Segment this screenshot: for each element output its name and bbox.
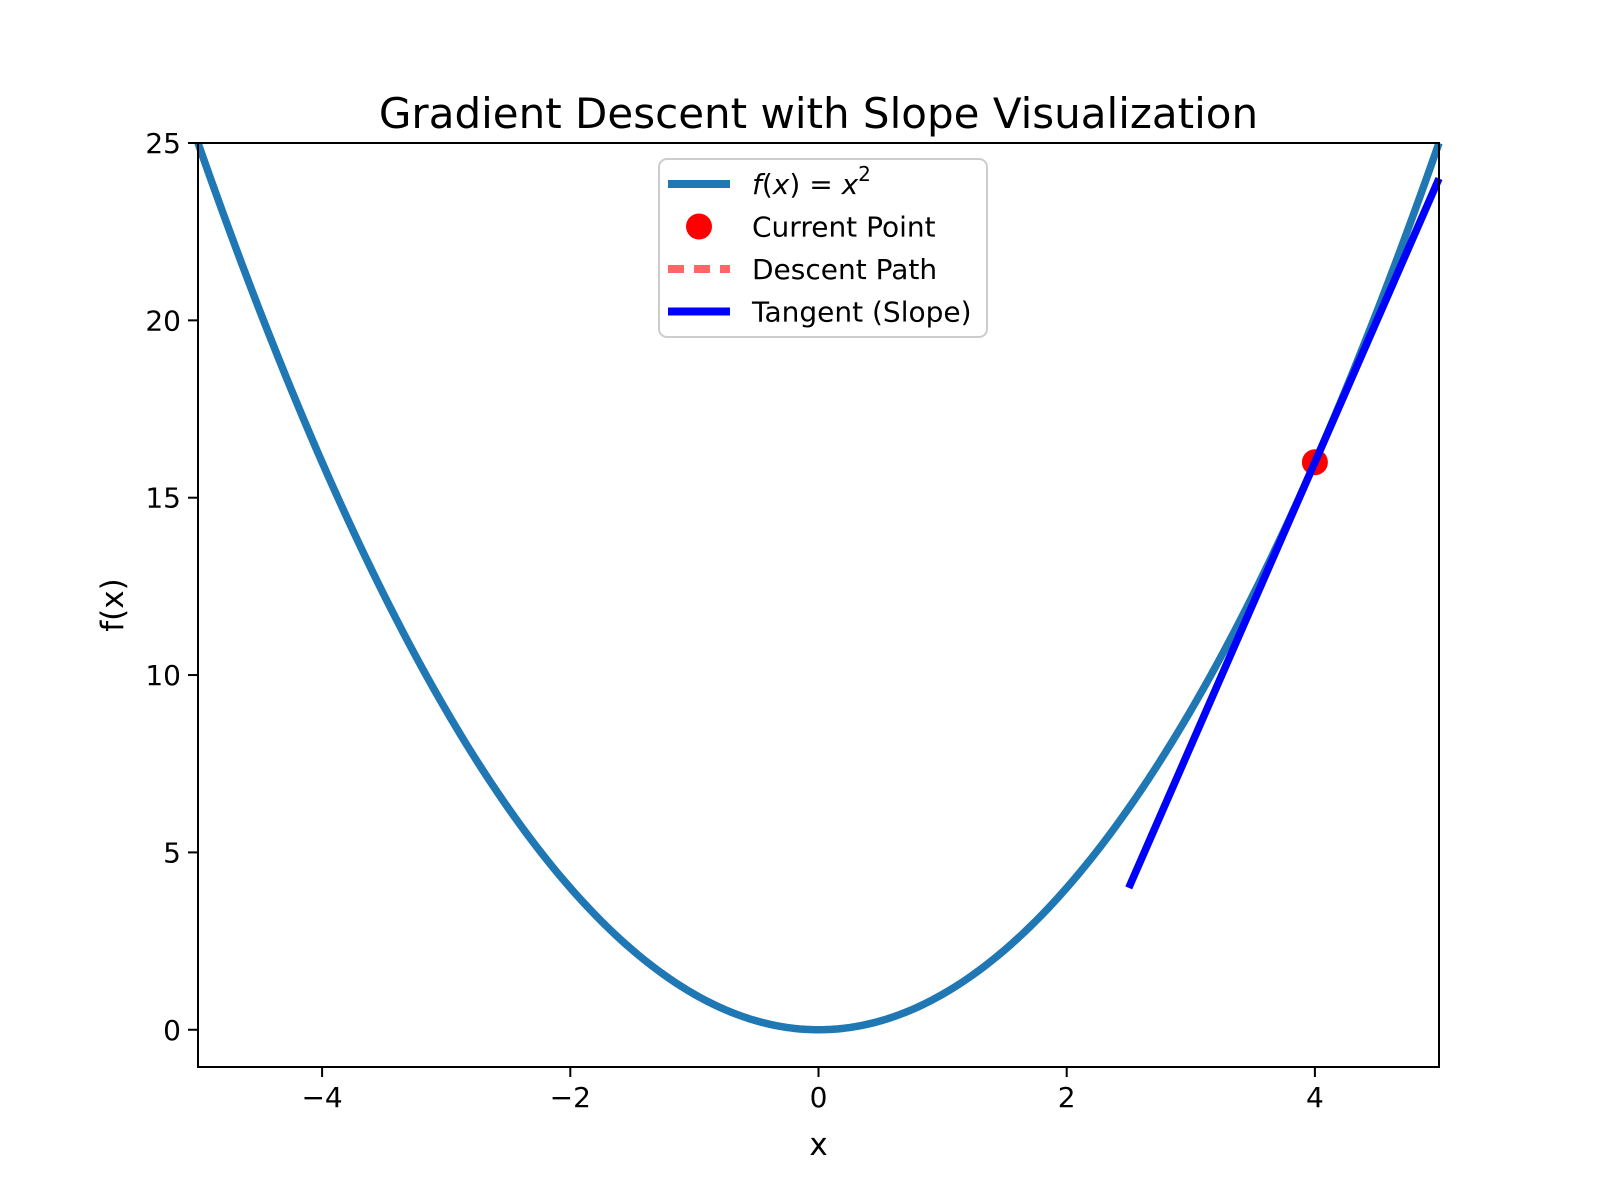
legend-label: Descent Path [752, 253, 937, 286]
plot-area [194, 141, 1443, 1034]
y-axis-label: f(x) [95, 578, 131, 631]
legend-item: Current Point [686, 211, 936, 244]
legend-label: f(x) = x2 [752, 162, 871, 201]
y-tick-label: 0 [163, 1014, 181, 1047]
legend-dot-marker [686, 213, 712, 240]
x-axis-label: x [809, 1127, 827, 1163]
y-tick-label: 20 [145, 304, 181, 337]
legend-item: Descent Path [668, 253, 937, 286]
y-tick-label: 15 [145, 482, 181, 515]
legend-label: Tangent (Slope) [751, 296, 972, 329]
y-tick-label: 5 [163, 836, 181, 869]
y-tick-label: 10 [145, 659, 181, 692]
x-tick-label: −4 [301, 1081, 342, 1114]
plot-title: Gradient Descent with Slope Visualizatio… [379, 89, 1258, 138]
x-tick-label: −2 [550, 1081, 591, 1114]
tangent-line [1125, 176, 1443, 890]
y-tick-label: 25 [145, 127, 181, 160]
x-tick-label: 2 [1058, 1081, 1076, 1114]
legend-box [658, 158, 988, 338]
legend-label: Current Point [752, 211, 936, 244]
legend-item: f(x) = x2 [668, 162, 871, 201]
x-tick-label: 4 [1306, 1081, 1324, 1114]
function-curve [194, 141, 1443, 1034]
axis-ticks: −4 −2 0 2 4 0 5 10 15 20 25 [145, 127, 1323, 1114]
legend: f(x) = x2 Current Point Descent Path Tangen… [658, 158, 988, 338]
x-tick-label: 0 [810, 1081, 828, 1114]
legend-item: Tangent (Slope) [668, 296, 972, 329]
